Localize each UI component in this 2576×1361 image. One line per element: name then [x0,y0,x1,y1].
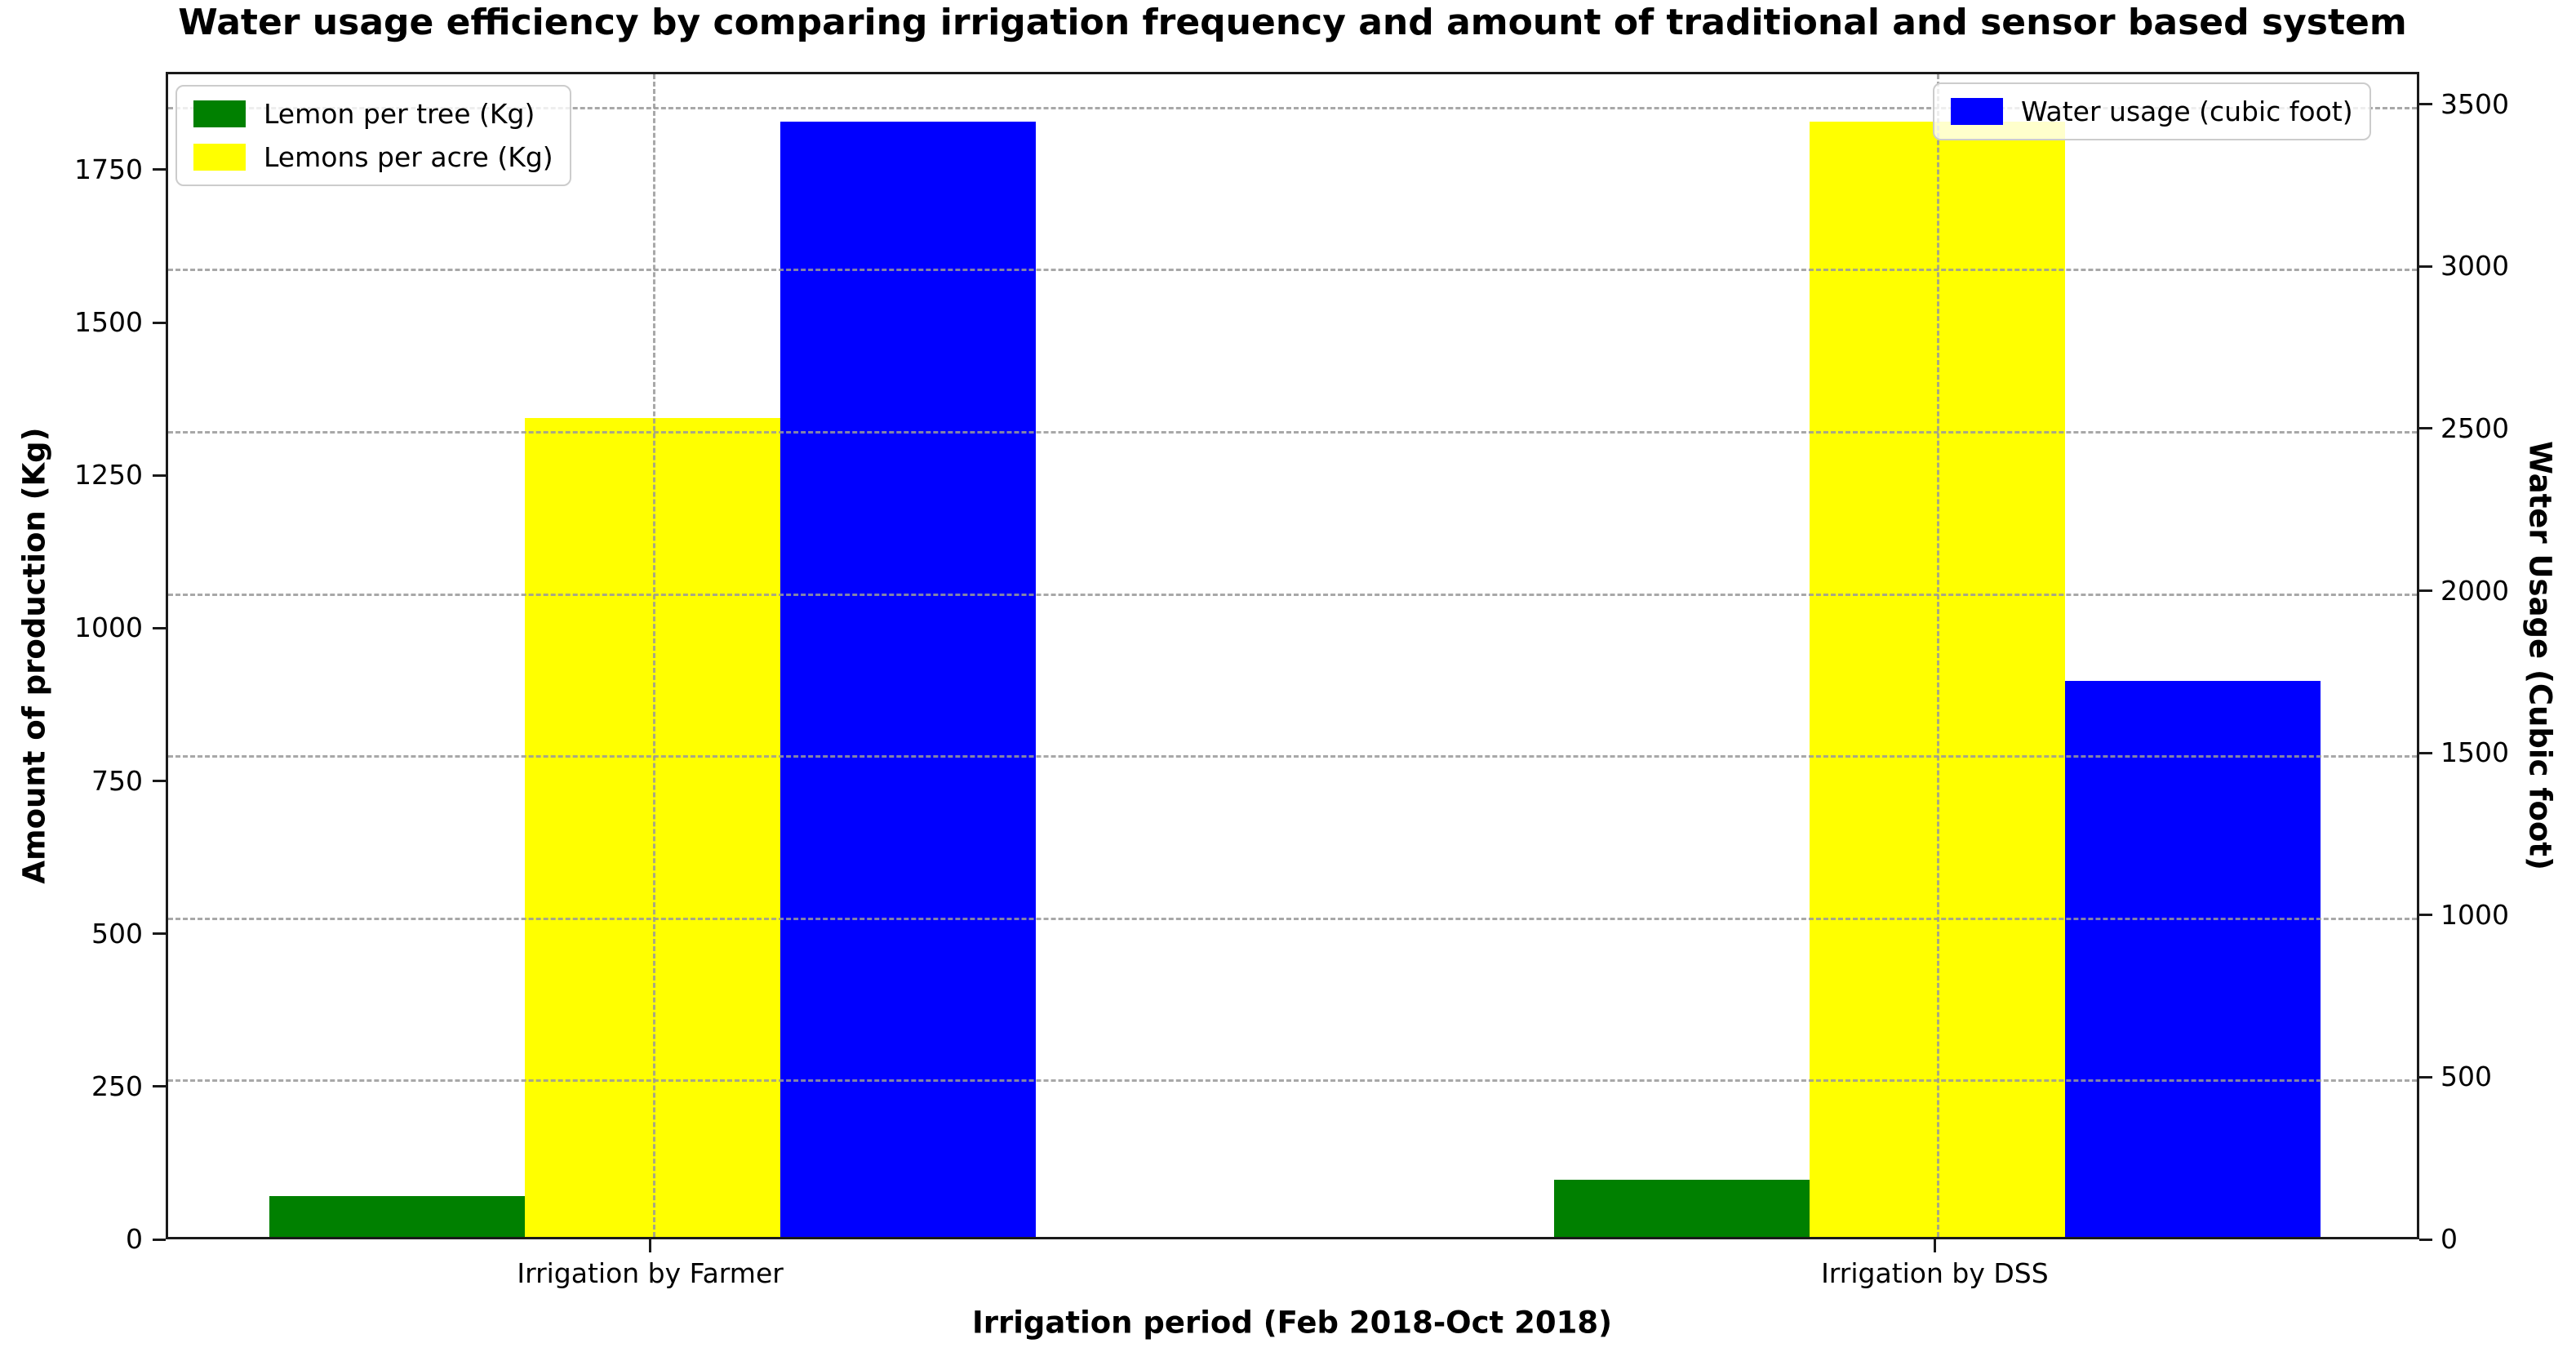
bar-water-usage-cubic-foot-irrigation-by-dss [2064,680,2321,1237]
legend-entry-lemon-per-tree: Lemon per tree (Kg) [193,98,553,130]
left-axis-tick [153,626,166,629]
left-axis-tick [153,474,166,477]
h-gridline [168,106,2417,109]
left-axis-tick-label: 1500 [74,306,143,338]
x-axis-tick [1933,1239,1936,1252]
h-gridline [168,755,2417,758]
bar-lemon-per-tree-kg-irrigation-by-dss [1553,1180,1810,1237]
right-axis-tick-label: 2500 [2441,411,2509,444]
right-axis-tick-label: 1500 [2441,736,2509,769]
x-axis-tick [649,1239,652,1252]
left-y-axis-title: Amount of production (Kg) [16,427,52,884]
right-axis-tick-label: 3000 [2441,250,2509,282]
left-axis-tick [153,932,166,936]
bar-lemon-per-tree-kg-irrigation-by-farmer [269,1195,526,1237]
right-axis-tick [2419,427,2432,430]
legend-entry-water-usage: Water usage (cubic foot) [1951,96,2353,127]
right-y-axis-title: Water Usage (Cubic foot) [2522,441,2558,870]
right-axis-tick [2419,1075,2432,1079]
v-gridline [1937,74,1940,1237]
plot-area [166,72,2419,1239]
green-swatch-icon [193,100,246,127]
right-axis-tick-label: 500 [2441,1061,2492,1093]
legend-label: Lemon per tree (Kg) [264,98,535,130]
legend-entry-lemons-per-acre: Lemons per acre (Kg) [193,141,553,173]
right-axis-tick-label: 1000 [2441,898,2509,931]
right-axis-tick [2419,751,2432,754]
left-axis-tick-label: 1000 [74,612,143,644]
x-axis-tick-label: Irrigation by DSS [1821,1257,2049,1289]
x-axis-tick-label: Irrigation by Farmer [517,1257,784,1289]
h-gridline [168,1079,2417,1083]
legend-right: Water usage (cubic foot) [1933,82,2371,140]
h-gridline [168,917,2417,920]
left-axis-tick-label: 250 [91,1070,143,1102]
h-gridline [168,269,2417,272]
x-axis-title: Irrigation period (Feb 2018-Oct 2018) [971,1305,1613,1341]
left-axis-tick-label: 0 [126,1223,143,1255]
left-axis-tick-label: 500 [91,917,143,950]
bar-water-usage-cubic-foot-irrigation-by-farmer [780,121,1037,1237]
chart-title: Water usage efficiency by comparing irri… [178,2,2407,43]
yellow-swatch-icon [193,144,246,171]
legend-left: Lemon per tree (Kg) Lemons per acre (Kg) [175,85,571,186]
left-axis-tick-label: 1750 [74,153,143,185]
legend-label: Lemons per acre (Kg) [264,141,553,173]
left-axis-tick [153,168,166,171]
legend-label: Water usage (cubic foot) [2021,96,2353,127]
h-gridline [168,593,2417,596]
right-axis-tick [2419,1238,2432,1241]
h-gridline [168,430,2417,434]
left-axis-tick-label: 750 [91,764,143,797]
right-axis-tick [2419,589,2432,593]
left-axis-tick [153,1085,166,1088]
right-axis-tick [2419,914,2432,917]
right-axis-tick-label: 0 [2441,1223,2458,1255]
left-axis-tick [153,321,166,324]
v-gridline [652,74,655,1237]
bar-lemons-per-acre-kg-irrigation-by-dss [1809,121,2065,1237]
right-axis-tick-label: 2000 [2441,574,2509,607]
right-axis-tick [2419,265,2432,268]
right-axis-tick [2419,103,2432,106]
left-axis-tick-label: 1250 [74,459,143,491]
left-axis-tick [153,780,166,782]
left-axis-tick [153,1238,166,1241]
blue-swatch-icon [1951,98,2003,125]
right-axis-tick-label: 3500 [2441,87,2509,120]
